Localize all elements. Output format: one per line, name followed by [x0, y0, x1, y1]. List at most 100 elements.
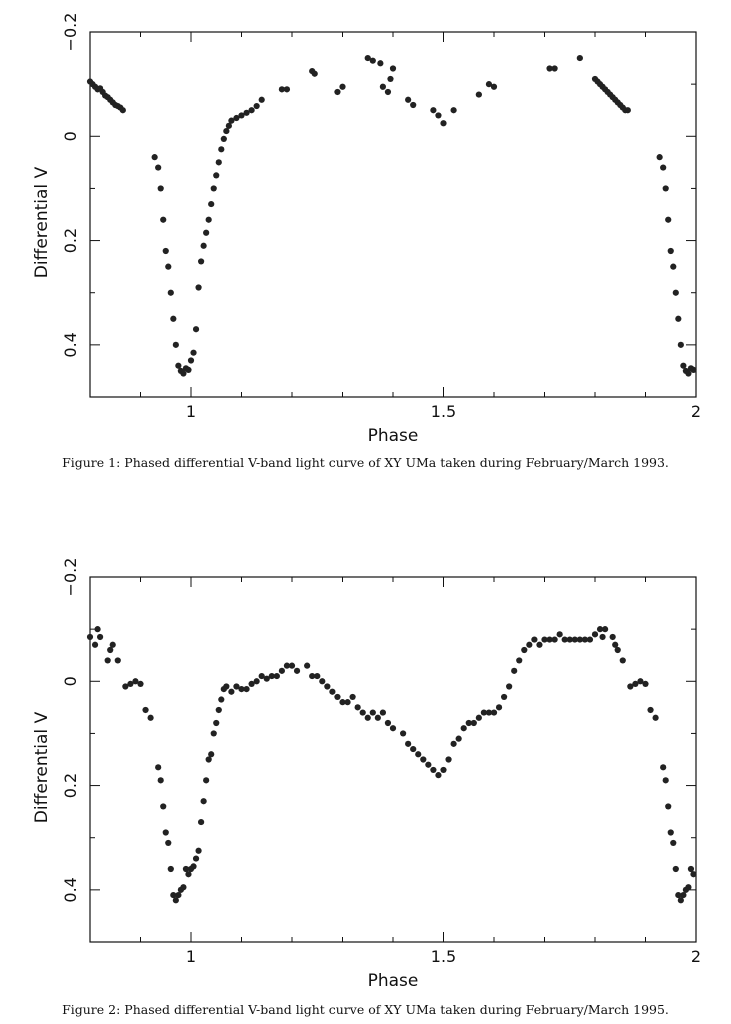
data-point [185, 871, 192, 878]
data-point [155, 764, 162, 771]
data-point [162, 829, 169, 836]
data-point [609, 633, 616, 641]
data-point [526, 641, 533, 648]
data-point [670, 263, 677, 270]
data-point [167, 289, 174, 296]
data-point [182, 865, 190, 873]
data-point [238, 686, 245, 693]
data-point [425, 761, 432, 768]
data-point [379, 709, 386, 716]
data-point [127, 680, 134, 687]
data-point [576, 54, 583, 62]
data-point [546, 65, 553, 72]
data-point [137, 680, 144, 687]
data-point [364, 714, 371, 721]
data-point [278, 86, 285, 93]
data-point [258, 96, 265, 103]
data-point [210, 730, 217, 737]
data-point [354, 704, 361, 711]
x-tick-label: 1 [186, 402, 196, 421]
data-point [248, 680, 255, 687]
data-point [175, 362, 182, 369]
data-point [233, 114, 240, 122]
data-point [364, 54, 371, 62]
data-point [614, 646, 621, 654]
data-point [162, 247, 169, 255]
data-point [329, 688, 336, 695]
data-point [379, 83, 386, 90]
data-point [369, 57, 376, 64]
data-point [511, 667, 518, 674]
data-point [213, 719, 220, 727]
data-point [384, 88, 392, 96]
x-axis-label: Phase [368, 426, 419, 446]
data-point [619, 657, 626, 664]
data-point [283, 86, 291, 93]
y-tick-label: 0.4 [61, 877, 80, 902]
data-point [314, 672, 321, 680]
data-point [324, 683, 331, 690]
figure-1-caption: Figure 1: Phased differential V-band lig… [62, 455, 669, 470]
data-point [151, 154, 158, 161]
data-point [561, 636, 568, 643]
data-point [253, 102, 260, 110]
data-point [233, 683, 240, 690]
data-point [506, 683, 513, 690]
data-point [175, 891, 182, 899]
data-point [334, 88, 341, 96]
data-point [205, 216, 212, 223]
data-point [213, 172, 220, 179]
data-point [228, 688, 235, 695]
data-point [172, 897, 179, 904]
data-point [192, 855, 200, 862]
data-point [190, 349, 197, 356]
data-point [675, 891, 682, 899]
data-point [248, 107, 255, 114]
data-point [430, 766, 437, 774]
data-point [410, 745, 417, 753]
light-curve-plot-2: 1 1.5 2 −0.2 0 0.2 0.4 Phase Differential V [32, 558, 701, 991]
data-point [485, 709, 493, 716]
data-point [647, 706, 654, 714]
data-point [490, 709, 498, 716]
data-point [672, 289, 679, 296]
data-point [157, 185, 164, 192]
data-point [624, 107, 631, 114]
data-point [440, 120, 447, 127]
data-point [571, 636, 578, 643]
data-point [652, 714, 659, 721]
data-point [218, 146, 225, 153]
data-point [660, 164, 667, 171]
data-point [263, 675, 270, 682]
data-point [460, 725, 467, 732]
y-tick-label: 0.2 [61, 773, 80, 798]
data-point [455, 735, 462, 742]
y-axis-label: Differential V [32, 166, 52, 278]
data-point [192, 326, 200, 333]
data-point [215, 159, 222, 166]
data-point [208, 200, 215, 208]
data-point [677, 341, 684, 348]
data-point [556, 631, 563, 638]
data-point [541, 636, 548, 643]
data-point [187, 357, 195, 364]
data-point [195, 847, 202, 854]
data-point [185, 366, 192, 373]
y-tick-label: 0 [61, 131, 80, 141]
data-point [480, 709, 487, 716]
data-point [667, 247, 674, 255]
data-point [602, 626, 609, 633]
data-point [374, 714, 381, 721]
data-point [180, 370, 187, 377]
data-point [339, 699, 346, 706]
data-point [690, 366, 697, 373]
data-point [167, 865, 174, 873]
x-tick-label: 2 [691, 947, 701, 966]
data-point [258, 672, 265, 680]
y-axis-label: Differential V [32, 711, 52, 823]
data-point [198, 818, 205, 826]
data-point [387, 75, 394, 83]
data-point [243, 109, 250, 116]
figure-2-caption: Figure 2: Phased differential V-band lig… [62, 1002, 669, 1017]
data-point [490, 83, 498, 90]
